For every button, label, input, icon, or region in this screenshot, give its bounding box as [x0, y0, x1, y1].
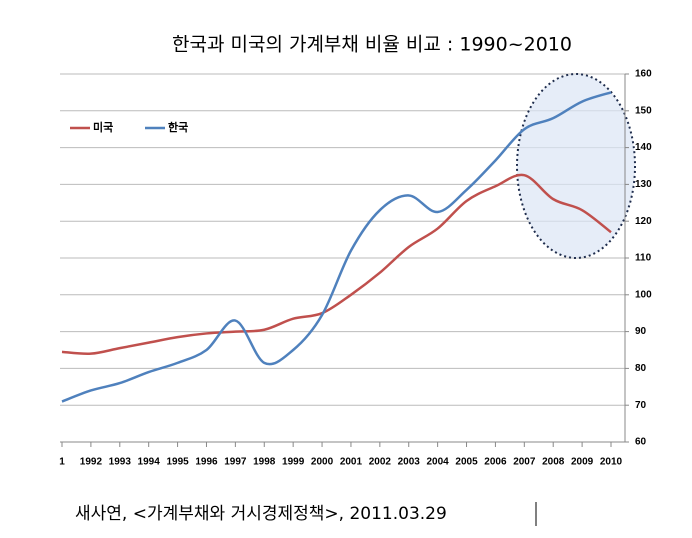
- y-tick-label: 90: [635, 326, 647, 337]
- x-tick-label: 1996: [195, 457, 218, 468]
- highlight-ellipse: [516, 73, 636, 259]
- series-line: [61, 91, 612, 403]
- series-line: [61, 173, 612, 356]
- x-tick-label: 1: [59, 457, 65, 468]
- x-tick-label: 2001: [340, 457, 363, 468]
- x-tick-label: 2000: [311, 457, 334, 468]
- y-tick-label: 140: [635, 142, 652, 153]
- x-tick-label: 1999: [282, 457, 305, 468]
- y-tick-label: 120: [635, 216, 652, 227]
- x-tick-label: 2010: [600, 457, 623, 468]
- legend-label: 한국: [168, 120, 188, 134]
- x-tick-label: 1995: [166, 457, 189, 468]
- y-tick-label: 100: [635, 289, 652, 300]
- x-tick-label: 1994: [138, 457, 161, 468]
- x-tick-label: 1997: [224, 457, 247, 468]
- y-tick-label: 80: [635, 363, 647, 374]
- x-tick-label: 1998: [253, 457, 276, 468]
- legend-label: 미국: [93, 120, 113, 134]
- x-tick-label: 1992: [80, 457, 103, 468]
- x-tick-label: 1993: [109, 457, 132, 468]
- x-tick-label: 2002: [369, 457, 392, 468]
- chart-title: 한국과 미국의 가계부채 비율 비교 : 1990~2010: [172, 34, 572, 56]
- y-tick-label: 160: [635, 69, 652, 80]
- x-tick-label: 2009: [571, 457, 594, 468]
- x-tick-label: 2008: [542, 457, 565, 468]
- y-tick-label: 150: [635, 105, 652, 116]
- y-tick-label: 130: [635, 179, 652, 190]
- y-tick-label: 110: [635, 253, 652, 264]
- x-tick-label: 2006: [484, 457, 507, 468]
- y-tick-label: 60: [635, 437, 647, 448]
- x-tick-label: 2003: [398, 457, 421, 468]
- x-tick-label: 2005: [455, 457, 478, 468]
- caption: 새사연, <가계부채와 거시경제정책>, 2011.03.29: [75, 504, 447, 524]
- y-tick-label: 70: [635, 400, 647, 411]
- x-tick-label: 2007: [513, 457, 536, 468]
- x-tick-label: 2004: [427, 457, 450, 468]
